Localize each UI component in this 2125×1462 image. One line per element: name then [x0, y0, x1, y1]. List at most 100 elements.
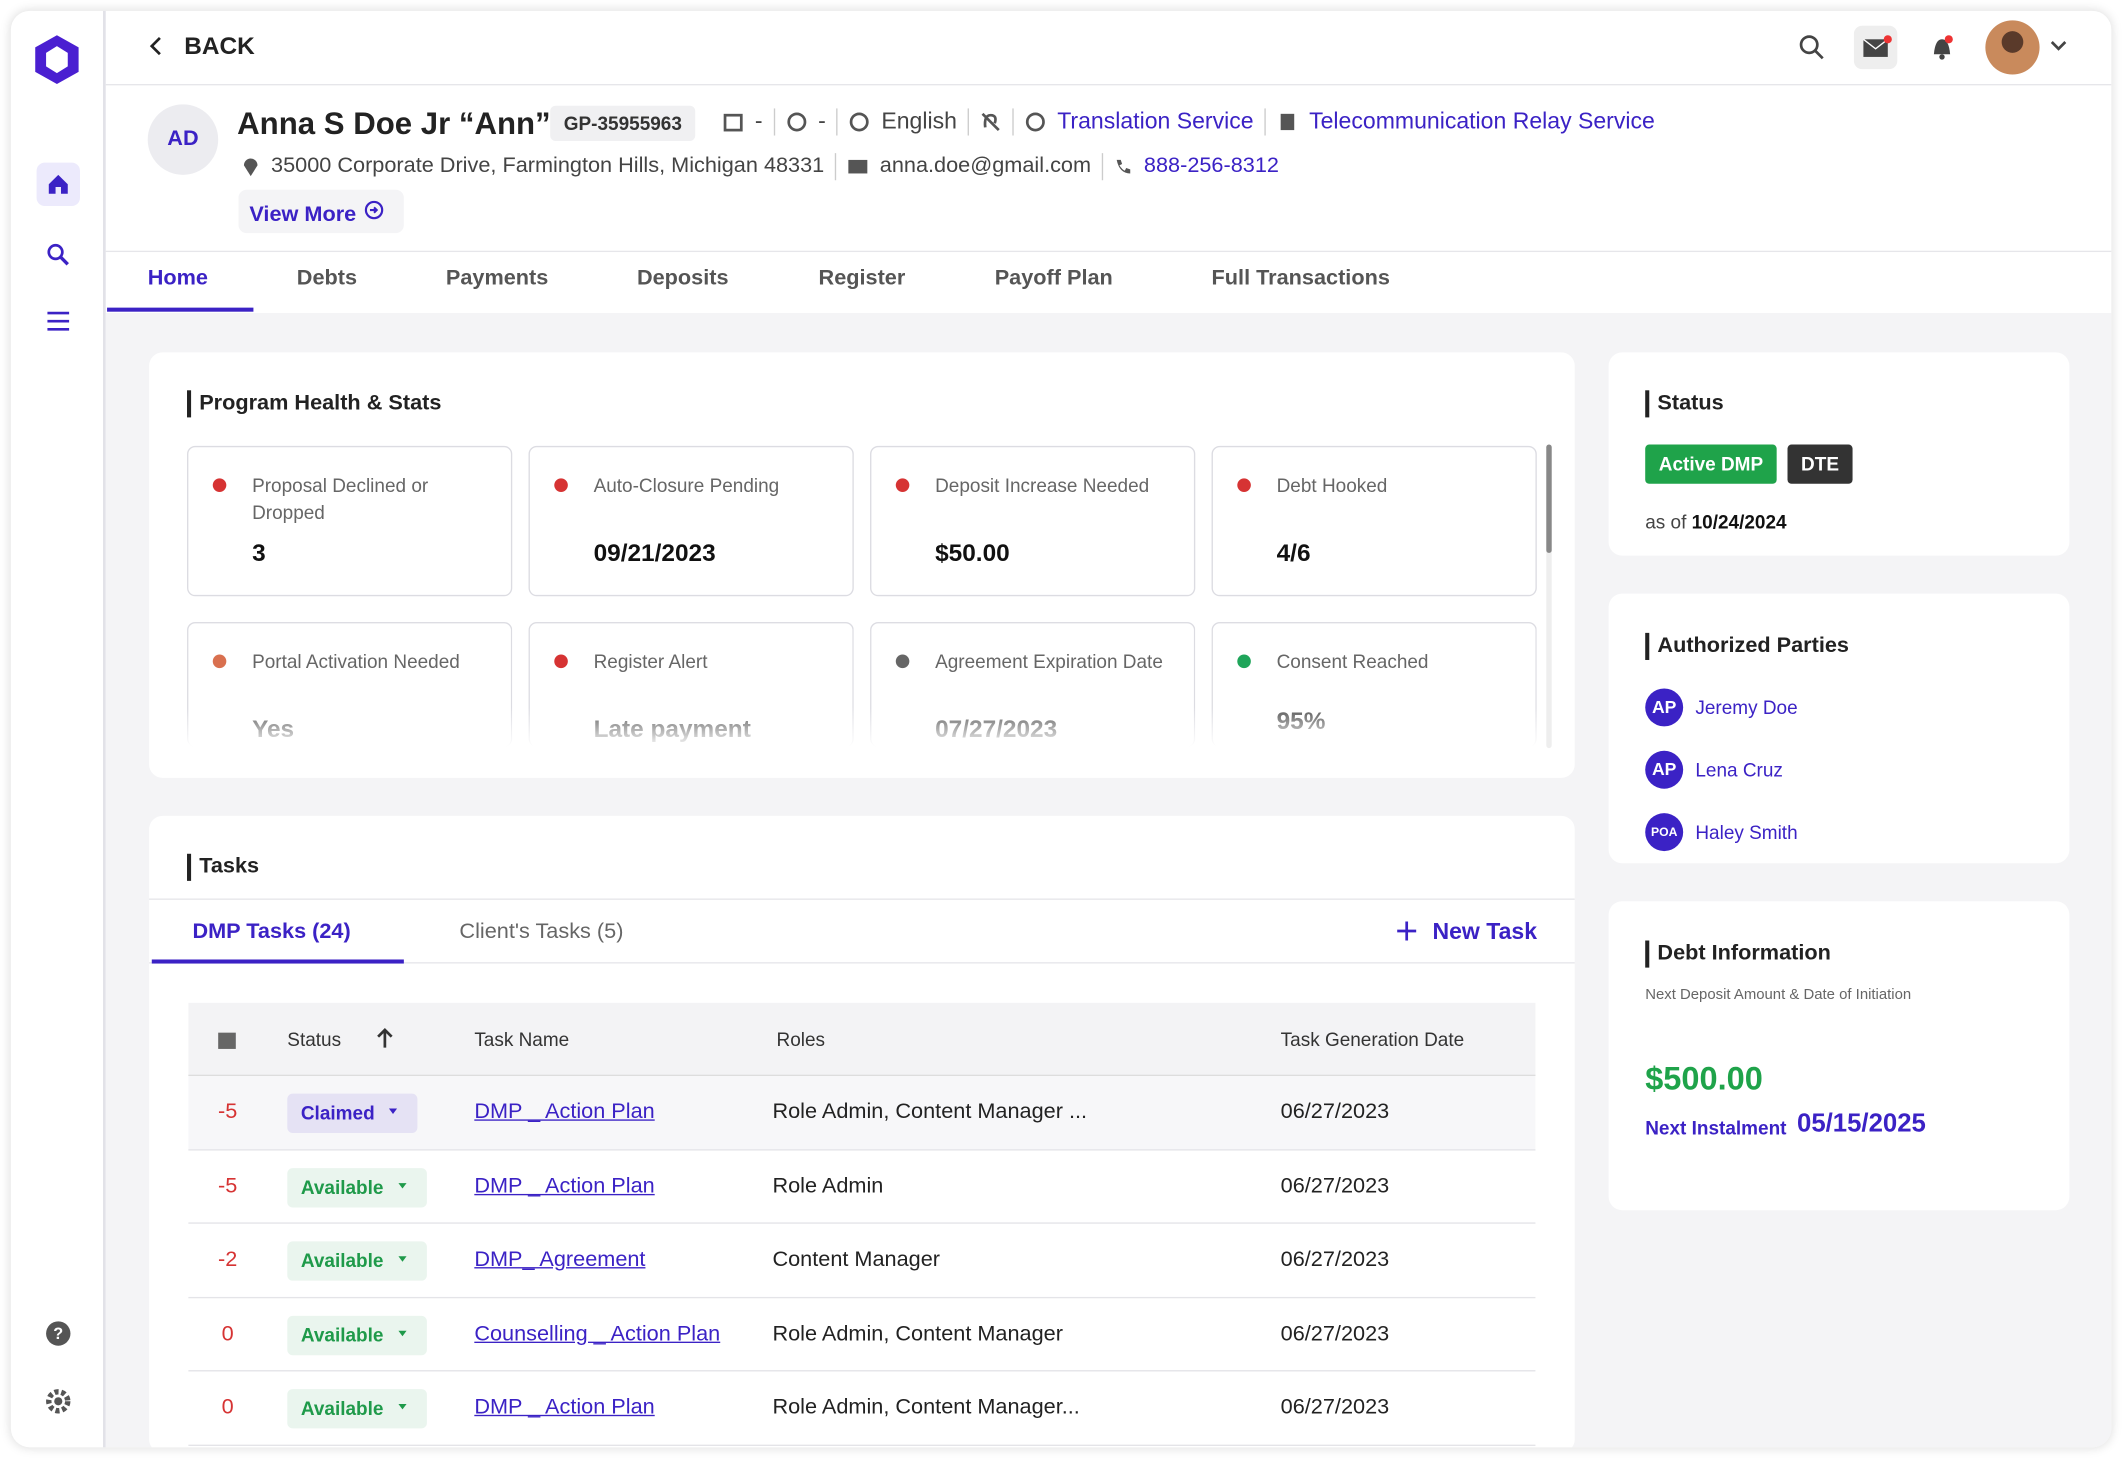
relay-service[interactable]: Telecommunication Relay Service [1309, 108, 1655, 135]
client-id: GP-35955963 [550, 105, 696, 141]
health-panel: Program Health & Stats Proposal Declined … [149, 352, 1575, 778]
status: Available [300, 1397, 384, 1419]
nav-tab[interactable]: Home [147, 266, 208, 291]
next-date: 05/15/2025 [1796, 1109, 1926, 1139]
phone-icon [1114, 157, 1133, 176]
view-more-button[interactable]: View More [238, 189, 404, 234]
calendar-icon [722, 111, 744, 133]
view-more: View More [249, 203, 357, 227]
stat-label: Deposit Increase Needed [935, 474, 1150, 497]
table-header [188, 1002, 1536, 1077]
back[interactable]: BACK [184, 32, 255, 60]
task-tab[interactable]: Client's Tasks (5) [459, 920, 624, 944]
email: anna.doe@gmail.com [879, 154, 1092, 178]
nav-tab[interactable]: Payments [445, 266, 549, 291]
caret [383, 1177, 413, 1193]
status: Available [300, 1249, 384, 1272]
task-row [188, 1076, 1536, 1150]
search[interactable] [1797, 33, 1827, 70]
debt-subtitle: Next Deposit Amount & Date of Initiation [1645, 986, 1912, 1003]
status-pill[interactable]: Claimed [287, 1093, 419, 1133]
stat-label: Agreement Expiration Date [935, 650, 1163, 673]
party-name[interactable]: Lena Cruz [1695, 758, 1783, 781]
status-title: Status [1645, 390, 1724, 418]
scrollbar [1546, 444, 1552, 749]
next-label: Next Instalment [1645, 1116, 1787, 1139]
date: 06/27/2023 [1280, 1395, 1390, 1419]
language: English [881, 108, 957, 135]
days: -5 [218, 1174, 238, 1198]
stat-label: Debt Hooked [1276, 474, 1388, 497]
task-name[interactable]: DMP_ Agreement [474, 1248, 646, 1272]
stat-value: 3 [252, 539, 266, 567]
home-nav[interactable] [36, 162, 80, 206]
help[interactable]: ? [45, 1320, 72, 1347]
caret [375, 1103, 405, 1119]
mail[interactable] [1853, 25, 1898, 70]
parties-panel: Authorized Parties AP Jeremy Doe AP Lena Cru… [1608, 593, 2070, 864]
window: ? BACK AD Anna S Doe Jr “Ann” GP-35955963- -… [10, 10, 2112, 1448]
new-task[interactable]: New Task [1432, 918, 1538, 945]
parties-title: Authorized Parties [1645, 632, 1849, 660]
separator [835, 153, 837, 181]
task-name[interactable]: DMP _ Action Plan [474, 1174, 655, 1198]
contact-line: 35000 Corporate Drive, Farmington Hills,… [241, 153, 1279, 181]
party-name[interactable]: Haley Smith [1695, 821, 1798, 843]
nav-tab[interactable]: Deposits [636, 266, 729, 291]
settings[interactable] [45, 1388, 72, 1415]
globe-icon [849, 111, 871, 133]
nav-tab[interactable]: Debts [296, 266, 358, 291]
dob: - [754, 108, 763, 135]
status: Available [300, 1323, 384, 1346]
task-tab[interactable]: DMP Tasks (24) [192, 920, 351, 944]
party-initials: POA [1645, 813, 1684, 852]
separator [836, 108, 838, 136]
sort-icon[interactable] [374, 1026, 396, 1057]
arrow-icon [356, 199, 386, 221]
date: 06/27/2023 [1280, 1321, 1390, 1346]
task-name[interactable]: DMP _ Action Plan [474, 1395, 655, 1419]
separator [1264, 108, 1266, 136]
task-tab-indicator [151, 959, 404, 964]
party-name[interactable]: Jeremy Doe [1695, 696, 1798, 719]
stat-value: $50.00 [935, 539, 1010, 567]
separator [773, 108, 775, 136]
translation-service[interactable]: Translation Service [1057, 108, 1254, 135]
as-of-date: 10/24/2024 [1691, 510, 1787, 533]
roles: Role Admin, Content Manager... [772, 1395, 1080, 1419]
column-header: Roles [776, 1028, 826, 1051]
task-name[interactable]: Counselling _ Action Plan [474, 1321, 721, 1346]
tasks-panel: Tasks DMP Tasks (24) Client's Tasks (5) New… [149, 815, 1575, 1448]
stat-label: Consent Reached [1276, 650, 1429, 673]
phone[interactable]: 888-256-8312 [1143, 154, 1279, 178]
task-name[interactable]: DMP _ Action Plan [474, 1100, 655, 1124]
status-pill[interactable]: Available [287, 1241, 427, 1281]
column-header: Status [287, 1028, 342, 1051]
status-pill[interactable]: Available [287, 1389, 427, 1429]
logo [35, 35, 79, 85]
as-of: as of 10/24/2024 [1645, 511, 1786, 533]
status-pill[interactable]: Available [287, 1167, 427, 1207]
sidebar: ? [11, 10, 106, 1448]
filter-nav[interactable] [45, 308, 72, 335]
nav-tab[interactable]: Payoff Plan [994, 266, 1113, 291]
column-header: Task Generation Date [1280, 1028, 1465, 1051]
status-dot [1237, 478, 1251, 492]
status: Claimed [300, 1101, 375, 1124]
stat-value: 4/6 [1276, 539, 1311, 567]
user-avatar[interactable] [1984, 19, 2079, 83]
status-pill[interactable]: Available [287, 1315, 427, 1355]
nav-tab[interactable]: Full Transactions [1211, 266, 1390, 291]
tabs-border [105, 250, 2112, 253]
roles: Content Manager [772, 1248, 941, 1272]
nav-tab[interactable]: Register [818, 266, 906, 291]
initials: AD [147, 104, 219, 175]
tasks-tabs-border [149, 898, 1575, 964]
relay-icon [1277, 111, 1299, 133]
search-nav[interactable] [45, 241, 72, 268]
roles: Role Admin, Content Manager [772, 1321, 1063, 1346]
bell[interactable] [1927, 33, 1957, 70]
info-line: - - English Translation Service Telecommunic… [722, 108, 1655, 136]
topbar-border [105, 84, 2112, 86]
